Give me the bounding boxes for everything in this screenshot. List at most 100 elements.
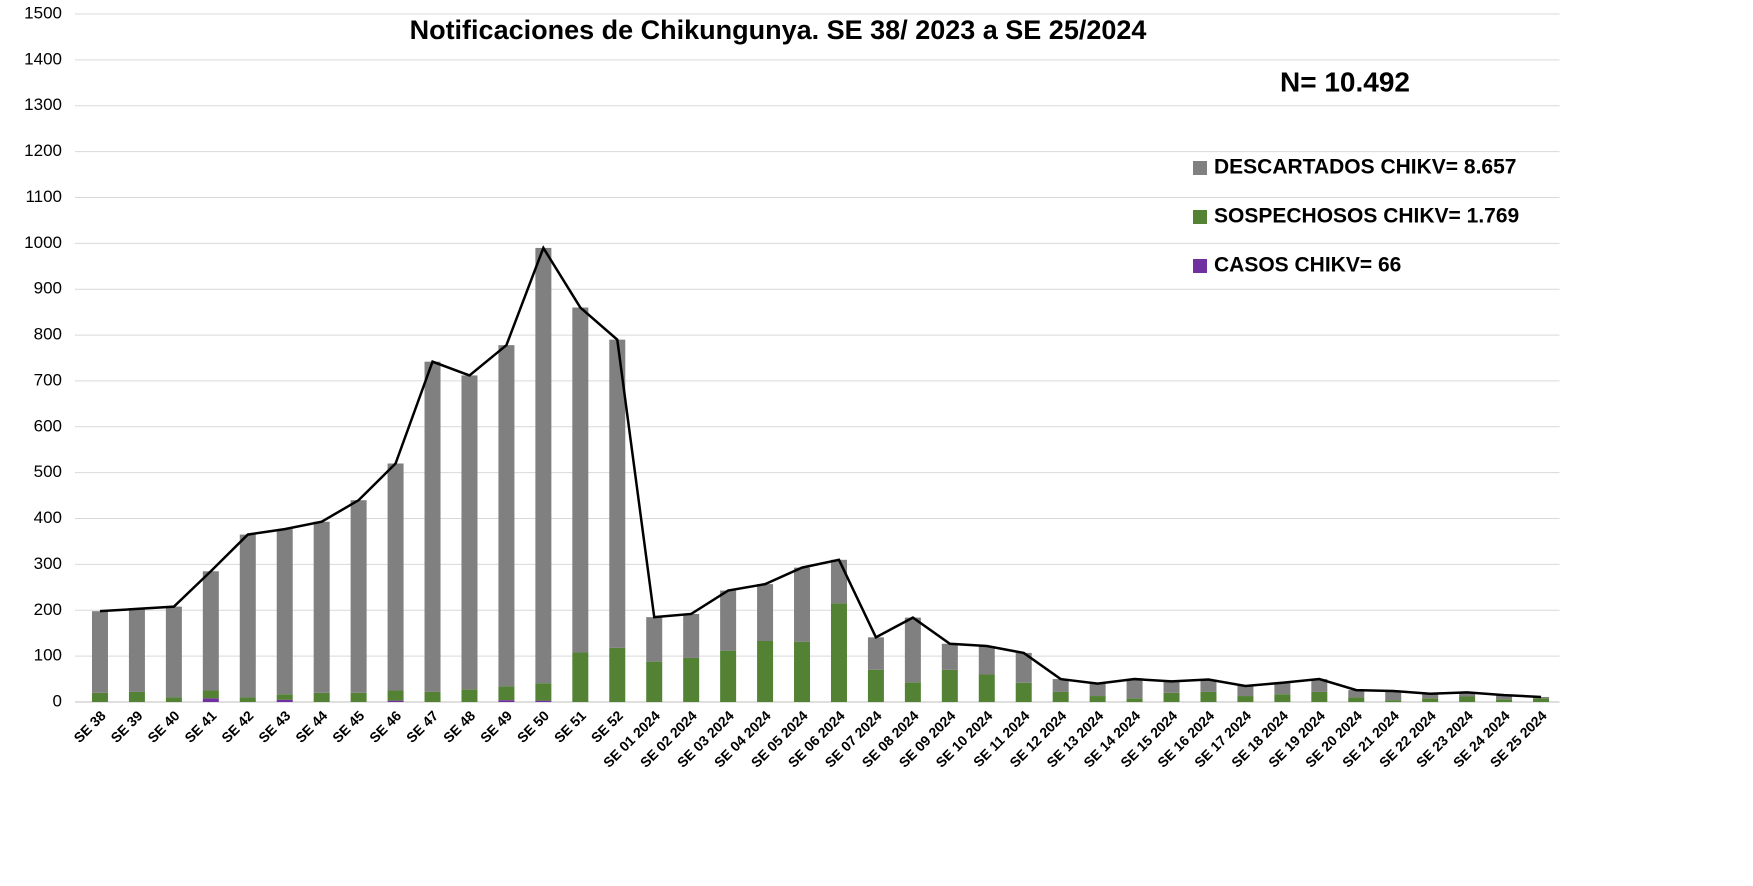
bar-segment (350, 692, 367, 702)
bar-segment (535, 700, 552, 702)
bar-segment (1015, 682, 1032, 702)
bar-segment (683, 657, 700, 702)
y-tick-label: 1100 (25, 187, 62, 206)
bar-segment (461, 375, 478, 690)
bar-segment (498, 700, 515, 702)
bar-segment (1052, 679, 1069, 692)
y-tick-label: 300 (34, 554, 62, 573)
bar-segment (1015, 652, 1032, 683)
y-tick-label: 1000 (24, 233, 62, 252)
legend-label: SOSPECHOSOS CHIKV= 1.769 (1214, 205, 1519, 228)
bar-segment (1459, 696, 1476, 702)
bar-segment (1200, 679, 1217, 692)
bar-segment (1126, 698, 1143, 702)
y-tick-label: 1400 (24, 49, 62, 68)
y-tick-label: 1500 (24, 3, 62, 22)
bar-segment (1311, 691, 1328, 702)
bar-segment (830, 603, 847, 702)
bar-segment (1422, 693, 1439, 699)
y-tick-label: 900 (34, 279, 62, 298)
bar-segment (387, 700, 404, 702)
bar-segment (202, 698, 219, 702)
bar-segment (1385, 690, 1402, 701)
bar-segment (350, 500, 367, 693)
bar-segment (387, 690, 404, 701)
bar-segment (1163, 692, 1180, 702)
bar-segment (1089, 696, 1106, 702)
bar-segment (794, 641, 811, 702)
bar-segment (1422, 698, 1439, 702)
bar-segment (535, 683, 552, 701)
legend-swatch (1193, 259, 1207, 273)
legend-label: CASOS CHIKV= 66 (1214, 254, 1401, 277)
bar-segment (978, 646, 995, 675)
bar-segment (91, 692, 108, 702)
bar-segment (387, 463, 404, 691)
bar-segment (646, 661, 663, 702)
bar-segment (1200, 691, 1217, 702)
y-tick-label: 100 (34, 646, 62, 665)
bar-segment (1385, 700, 1402, 702)
legend-swatch (1193, 161, 1207, 175)
bar-segment (941, 643, 958, 670)
bar-segment (1533, 698, 1550, 702)
bar-segment (720, 650, 737, 702)
bar-segment (572, 307, 589, 653)
bar-segment (720, 590, 737, 651)
bar-segment (1089, 683, 1106, 697)
bar-segment (904, 617, 921, 683)
bar-segment (424, 691, 441, 702)
bar-segment (424, 361, 441, 692)
bar-segment (498, 345, 515, 687)
bar-segment (1274, 682, 1291, 695)
y-tick-label: 1300 (24, 95, 62, 114)
bar-segment (941, 669, 958, 702)
y-tick-label: 0 (53, 691, 62, 710)
y-tick-label: 700 (34, 370, 62, 389)
bar-segment (978, 674, 995, 702)
bar-segment (202, 571, 219, 691)
bar-segment (165, 606, 182, 698)
bar-segment (202, 690, 219, 699)
bar-segment (128, 608, 145, 692)
bar-segment (683, 613, 700, 658)
bar-segment (91, 611, 108, 693)
bar-segment (1533, 696, 1550, 699)
bar-segment (1348, 690, 1365, 698)
bar-segment (276, 529, 293, 695)
chart-title: Notificaciones de Chikungunya. SE 38/ 20… (410, 15, 1147, 45)
bar-segment (1163, 681, 1180, 693)
bar-segment (498, 686, 515, 701)
bar-segment (794, 567, 811, 642)
bar-segment (904, 682, 921, 702)
bar-segment (830, 559, 847, 604)
bar-segment (1126, 679, 1143, 699)
legend-label: DESCARTADOS CHIKV= 8.657 (1214, 156, 1516, 179)
bar-segment (609, 647, 626, 702)
y-tick-label: 200 (34, 600, 62, 619)
bar-segment (535, 247, 552, 684)
bar-segment (1052, 691, 1069, 702)
y-tick-label: 800 (34, 325, 62, 344)
bar-segment (165, 697, 182, 702)
bar-segment (461, 689, 478, 702)
bar-segment (1274, 694, 1291, 702)
bar-segment (1459, 692, 1476, 697)
total-line (99, 245, 1542, 699)
bar-segment (1496, 695, 1513, 700)
bar-segment (239, 534, 256, 698)
bar-segment (867, 669, 884, 702)
bar-segment (609, 339, 626, 648)
bar-segment (1496, 699, 1513, 702)
bar-segment (276, 694, 293, 700)
bar-segment (239, 697, 256, 702)
y-tick-label: 400 (34, 508, 62, 527)
legend-swatch (1193, 210, 1207, 224)
y-tick-label: 600 (34, 416, 62, 435)
bar-segment (757, 640, 774, 702)
bar-segment (867, 637, 884, 670)
bar-segment (313, 521, 330, 693)
